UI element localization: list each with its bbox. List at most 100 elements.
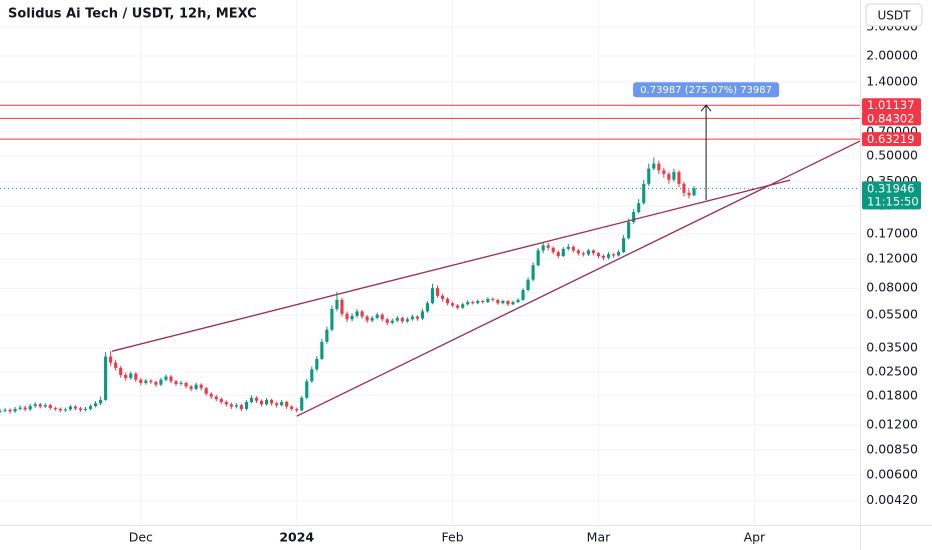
candle-body	[320, 341, 324, 359]
candle-body	[551, 247, 555, 253]
candle-body	[667, 173, 671, 180]
level-tag-label: 0.63219	[867, 132, 915, 146]
candle-body	[310, 369, 314, 382]
candle-body	[586, 250, 590, 255]
candle-body	[576, 250, 580, 254]
candle-body	[380, 314, 384, 320]
candle-body	[415, 316, 419, 319]
candle-body	[370, 317, 374, 321]
y-tick-label: 0.00420	[866, 492, 918, 507]
candle-body	[410, 316, 414, 320]
candle-body	[58, 408, 62, 411]
level-tag	[862, 111, 921, 126]
candle-body	[330, 308, 334, 330]
candle-body	[264, 399, 269, 405]
currency-button[interactable]: USDT	[865, 3, 923, 27]
candle-body	[385, 319, 389, 323]
candle-body	[229, 404, 233, 407]
candle-body	[154, 381, 158, 385]
candle-body	[561, 248, 565, 257]
candle-body	[38, 404, 42, 407]
countdown-label: 11:15:50	[867, 194, 919, 208]
candle-body	[88, 406, 93, 409]
level-tag-label: 1.01137	[867, 98, 915, 112]
candle-body	[491, 298, 495, 300]
candle-body	[657, 163, 661, 171]
candle-body	[119, 367, 123, 376]
x-tick-label: Apr	[744, 530, 766, 545]
candle-body	[48, 405, 52, 408]
measure-arrowhead	[700, 104, 712, 112]
level-tag-label: 0.84302	[867, 111, 915, 125]
candle-body	[124, 375, 128, 379]
candle-body	[33, 404, 37, 407]
trend-line	[296, 140, 861, 417]
candle-body	[184, 382, 188, 387]
candle-body	[506, 300, 510, 305]
candle-body	[219, 399, 223, 403]
candle-body	[486, 298, 490, 303]
trend-line	[111, 179, 791, 352]
candle-body	[677, 172, 681, 184]
candle-body	[451, 303, 455, 306]
candle-body	[692, 188, 696, 196]
candle-body	[249, 397, 254, 403]
candle-body	[511, 302, 515, 305]
currency-label[interactable]: USDT	[878, 9, 912, 23]
candle-body	[280, 402, 284, 406]
candle-body	[471, 302, 475, 304]
plot-area: 0.73987 (275.07%) 73987	[0, 82, 861, 417]
x-tick-label: Dec	[129, 530, 153, 545]
y-tick-label: 0.01200	[866, 417, 918, 432]
candle-body	[682, 183, 686, 193]
candle-body	[591, 250, 596, 254]
y-tick-label: 0.08000	[866, 280, 918, 295]
candle-body	[340, 299, 344, 314]
candle-body	[129, 373, 133, 379]
candle-body	[627, 222, 631, 239]
candle-body	[63, 409, 67, 411]
candle-body	[461, 304, 465, 308]
candle-body	[139, 379, 143, 383]
candle-body	[335, 299, 339, 309]
candle-body	[73, 406, 77, 409]
x-tick-label: 2024	[279, 530, 314, 545]
candle-body	[526, 279, 530, 291]
candle-body	[456, 305, 460, 308]
candle-body	[435, 288, 440, 296]
candle-body	[405, 319, 409, 322]
y-tick-label: 0.02500	[866, 364, 918, 379]
candle-body	[104, 356, 108, 400]
candle-body	[300, 397, 304, 411]
y-tick-label: 0.03500	[866, 339, 918, 354]
candle-body	[83, 408, 88, 410]
level-tag	[862, 98, 921, 113]
candle-body	[3, 409, 7, 411]
candle-body	[0, 410, 2, 412]
y-tick-label: 0.01800	[866, 387, 918, 402]
candle-body	[13, 408, 17, 412]
chart-title: Solidus Ai Tech / USDT, 12h, MEXC	[8, 7, 257, 22]
candle-body	[606, 254, 611, 258]
candle-body	[285, 402, 289, 407]
candle-body	[446, 298, 450, 304]
candle-body	[18, 407, 22, 409]
candle-body	[114, 362, 118, 368]
candle-body	[400, 317, 404, 322]
candle-body	[481, 300, 485, 303]
candle-body	[617, 252, 621, 256]
candle-body	[169, 376, 173, 382]
candle-body	[295, 408, 299, 411]
candle-body	[622, 238, 626, 253]
candle-body	[430, 288, 435, 304]
candle-body	[259, 400, 264, 405]
currency-button-box[interactable]	[865, 3, 923, 27]
measure-label-box	[633, 82, 780, 98]
candle-body	[179, 382, 183, 384]
candle-body	[28, 406, 32, 410]
grid	[0, 0, 860, 525]
candle-body	[68, 406, 72, 410]
candle-body	[546, 245, 550, 248]
candle-body	[209, 393, 213, 397]
